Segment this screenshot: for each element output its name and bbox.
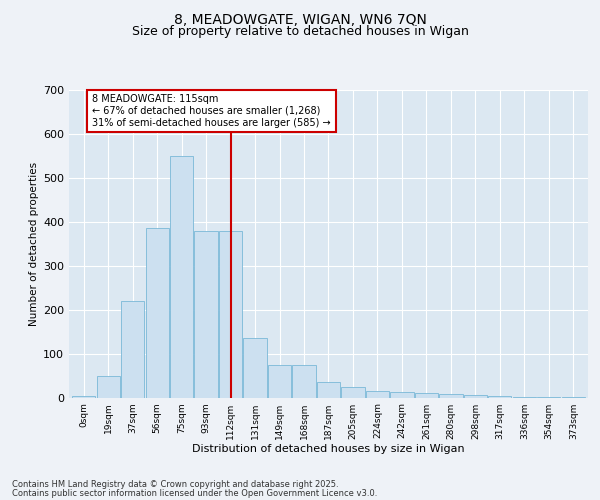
Bar — [292, 364, 316, 398]
Text: 8 MEADOWGATE: 115sqm
← 67% of detached houses are smaller (1,268)
31% of semi-de: 8 MEADOWGATE: 115sqm ← 67% of detached h… — [92, 94, 331, 128]
Bar — [194, 230, 218, 398]
Bar — [464, 396, 487, 398]
Text: Contains HM Land Registry data © Crown copyright and database right 2025.: Contains HM Land Registry data © Crown c… — [12, 480, 338, 489]
Text: 8, MEADOWGATE, WIGAN, WN6 7QN: 8, MEADOWGATE, WIGAN, WN6 7QN — [173, 12, 427, 26]
X-axis label: Distribution of detached houses by size in Wigan: Distribution of detached houses by size … — [192, 444, 465, 454]
Text: Size of property relative to detached houses in Wigan: Size of property relative to detached ho… — [131, 25, 469, 38]
Bar — [439, 394, 463, 398]
Text: Contains public sector information licensed under the Open Government Licence v3: Contains public sector information licen… — [12, 489, 377, 498]
Bar — [366, 391, 389, 398]
Bar — [72, 396, 95, 398]
Y-axis label: Number of detached properties: Number of detached properties — [29, 162, 39, 326]
Bar — [513, 396, 536, 398]
Bar — [268, 364, 291, 398]
Bar — [415, 393, 438, 398]
Bar — [488, 396, 511, 398]
Bar — [244, 338, 266, 398]
Bar — [341, 386, 365, 398]
Bar — [391, 392, 413, 398]
Bar — [317, 382, 340, 398]
Bar — [97, 376, 120, 398]
Bar — [121, 301, 144, 398]
Bar — [170, 156, 193, 398]
Bar — [219, 230, 242, 398]
Bar — [146, 228, 169, 398]
